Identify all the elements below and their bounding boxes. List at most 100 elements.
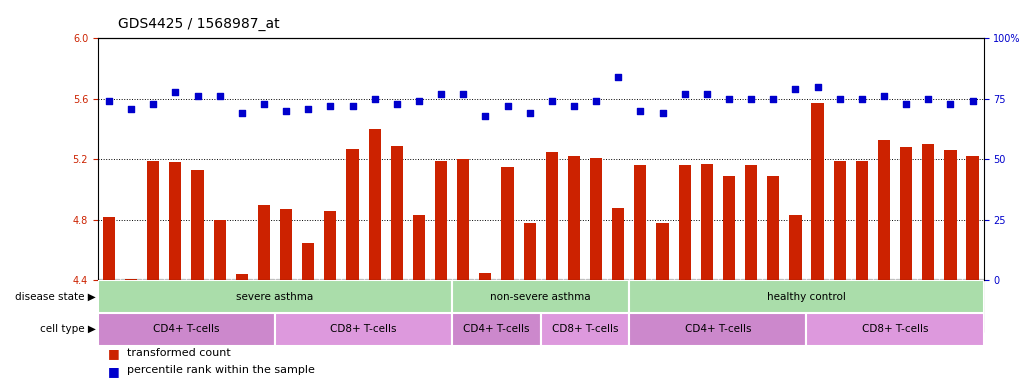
Bar [275, 313, 452, 346]
Bar [435, 161, 447, 280]
Bar [966, 156, 978, 280]
Text: CD4+ T-cells: CD4+ T-cells [685, 324, 751, 334]
Bar [213, 220, 226, 280]
Text: cell type ▶: cell type ▶ [40, 324, 96, 334]
Point [500, 103, 516, 109]
Text: CD8+ T-cells: CD8+ T-cells [331, 324, 397, 334]
Bar [833, 161, 846, 280]
Point [698, 91, 715, 97]
Text: severe asthma: severe asthma [236, 291, 313, 302]
Bar [629, 313, 806, 346]
Bar [700, 164, 713, 280]
Bar [590, 158, 603, 280]
Text: ■: ■ [108, 365, 119, 378]
Point [322, 103, 339, 109]
Bar [457, 159, 470, 280]
Bar [945, 150, 957, 280]
Text: GDS4425 / 1568987_at: GDS4425 / 1568987_at [118, 17, 280, 31]
Text: percentile rank within the sample: percentile rank within the sample [127, 365, 314, 375]
Bar [452, 280, 629, 313]
Text: CD8+ T-cells: CD8+ T-cells [862, 324, 928, 334]
Point [787, 86, 803, 92]
Bar [679, 166, 691, 280]
Text: healthy control: healthy control [767, 291, 846, 302]
Bar [568, 156, 580, 280]
Bar [192, 170, 204, 280]
Point [411, 98, 427, 104]
Bar [324, 211, 337, 280]
Point [876, 93, 892, 99]
Point [123, 106, 139, 112]
Bar [413, 215, 425, 280]
Point [167, 89, 183, 95]
Bar [541, 313, 629, 346]
Bar [502, 167, 514, 280]
Point [898, 101, 915, 107]
Point [964, 98, 981, 104]
Point [920, 96, 936, 102]
Point [654, 110, 671, 116]
Text: non-severe asthma: non-severe asthma [490, 291, 591, 302]
Text: ■: ■ [108, 348, 119, 361]
Bar [812, 103, 824, 280]
Bar [546, 152, 558, 280]
Bar [479, 273, 491, 280]
Bar [767, 176, 780, 280]
Bar [98, 280, 452, 313]
Bar [878, 140, 890, 280]
Point [433, 91, 449, 97]
Bar [169, 162, 181, 280]
Bar [723, 176, 735, 280]
Point [677, 91, 693, 97]
Bar [789, 215, 801, 280]
Point [300, 106, 316, 112]
Bar [369, 129, 381, 280]
Bar [745, 166, 757, 280]
Point [743, 96, 759, 102]
Text: CD8+ T-cells: CD8+ T-cells [552, 324, 618, 334]
Point [632, 108, 649, 114]
Bar [523, 223, 536, 280]
Bar [98, 313, 275, 346]
Text: CD4+ T-cells: CD4+ T-cells [153, 324, 219, 334]
Point [234, 110, 250, 116]
Bar [806, 313, 984, 346]
Point [521, 110, 538, 116]
Point [255, 101, 272, 107]
Point [721, 96, 737, 102]
Bar [922, 144, 934, 280]
Bar [258, 205, 270, 280]
Bar [103, 217, 115, 280]
Bar [634, 166, 647, 280]
Point [367, 96, 383, 102]
Bar [900, 147, 913, 280]
Point [190, 93, 206, 99]
Point [211, 93, 228, 99]
Point [942, 101, 959, 107]
Bar [656, 223, 668, 280]
Point [588, 98, 605, 104]
Point [610, 74, 626, 80]
Point [810, 84, 826, 90]
Bar [612, 208, 624, 280]
Point [565, 103, 582, 109]
Bar [236, 274, 248, 280]
Bar [390, 146, 403, 280]
Bar [856, 161, 868, 280]
Bar [346, 149, 358, 280]
Bar [629, 280, 984, 313]
Point [455, 91, 472, 97]
Point [477, 113, 493, 119]
Point [344, 103, 360, 109]
Text: transformed count: transformed count [127, 348, 231, 358]
Point [854, 96, 870, 102]
Text: CD4+ T-cells: CD4+ T-cells [464, 324, 529, 334]
Bar [125, 279, 137, 280]
Point [765, 96, 782, 102]
Text: disease state ▶: disease state ▶ [15, 291, 96, 302]
Point [278, 108, 295, 114]
Bar [147, 161, 160, 280]
Bar [302, 243, 314, 280]
Bar [280, 209, 293, 280]
Point [388, 101, 405, 107]
